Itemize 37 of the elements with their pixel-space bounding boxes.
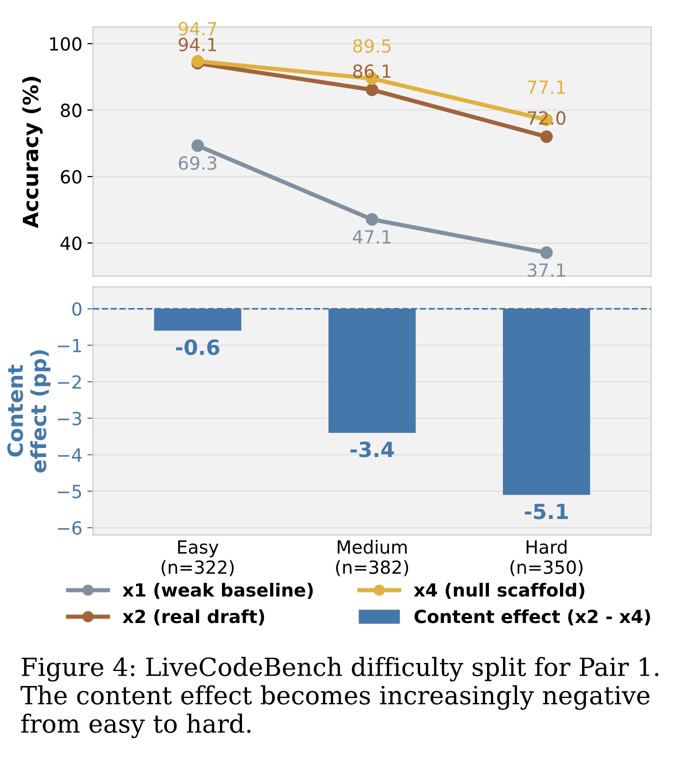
y-tick-label: −4 — [58, 448, 82, 462]
text: -3.4 — [350, 442, 394, 458]
point — [366, 84, 378, 96]
data-label: 69.3 — [178, 156, 216, 170]
y-tick-label: 0 — [72, 302, 82, 316]
text: -5.1 — [524, 504, 568, 520]
y-tick-label: 80 — [60, 104, 82, 118]
y-tick-label: 40 — [60, 236, 82, 250]
x-tick-label: Easy (n=322) — [162, 540, 234, 576]
data-label: 77.1 — [528, 80, 565, 94]
data-label: 94.1 — [178, 38, 216, 52]
y-tick-label: −5 — [58, 484, 82, 498]
y-tick-label: 60 — [60, 170, 82, 184]
point — [540, 130, 553, 143]
y-axis-title: Content effect (pp) — [7, 350, 50, 472]
data-label: 86.1 — [353, 64, 391, 78]
y-tick-label: −2 — [58, 375, 81, 389]
point — [540, 246, 553, 259]
legend-label: Content effect (x2 - x4) — [414, 609, 650, 626]
y-tick-label: −3 — [58, 412, 82, 426]
legend-label: x1 (weak baseline) — [122, 582, 313, 599]
data-label: 89.5 — [353, 39, 391, 53]
caption: Figure 4: LiveCodeBench difficulty split for Pair 1. The content effect becomes increasingly negative from easy to hard. — [20, 656, 658, 738]
text: -0.6 — [176, 339, 220, 356]
data-label: 94.7 — [178, 22, 216, 36]
data-label: 47.1 — [352, 230, 391, 244]
point — [366, 213, 378, 226]
point — [191, 139, 204, 152]
y-tick-label: 100 — [50, 37, 82, 51]
x-tick-label: Hard (n=350) — [510, 540, 583, 576]
y-tick-label: −6 — [58, 521, 82, 535]
x-tick-label: Medium (n=382) — [336, 540, 408, 576]
legend-label: x2 (real draft) — [122, 609, 264, 626]
y-tick-label: −1 — [58, 338, 81, 352]
legend-label: x4 (null scaffold) — [414, 582, 584, 599]
y-axis-title: Accuracy (%) — [22, 76, 43, 228]
data-label: 37.1 — [528, 263, 565, 277]
